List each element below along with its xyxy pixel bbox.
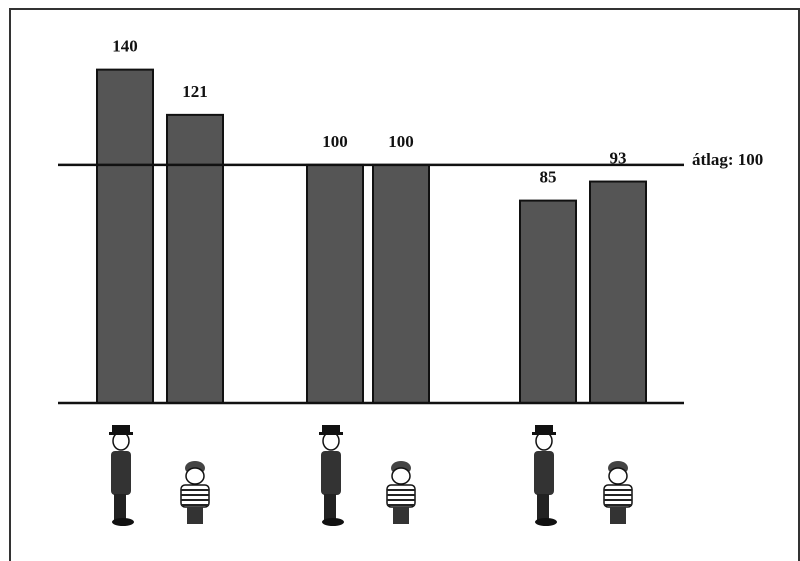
brim — [319, 432, 343, 435]
shoes — [535, 518, 557, 526]
frame — [9, 8, 800, 561]
adult-icon — [109, 425, 134, 526]
legs — [114, 494, 126, 520]
brim — [109, 432, 133, 435]
value-label: 100 — [322, 132, 348, 151]
child-icon — [180, 461, 210, 524]
head — [391, 467, 411, 485]
value-label: 100 — [388, 132, 414, 151]
legs — [187, 507, 203, 524]
legs — [324, 494, 336, 520]
brim — [532, 432, 556, 435]
adult-icon — [532, 425, 557, 526]
legs — [393, 507, 409, 524]
hat — [535, 425, 553, 433]
value-label: 140 — [112, 37, 138, 56]
head — [185, 467, 205, 485]
bar — [306, 163, 364, 404]
hat — [322, 425, 340, 433]
bar — [372, 163, 430, 404]
legs — [610, 507, 626, 524]
bar — [589, 180, 647, 404]
child-icon — [603, 461, 633, 524]
bar — [96, 68, 154, 404]
coat — [111, 451, 131, 495]
value-label: 121 — [182, 82, 208, 101]
legs — [537, 494, 549, 520]
shoes — [322, 518, 344, 526]
value-label: 93 — [610, 148, 627, 167]
head — [608, 467, 628, 485]
reference-label: átlag: 100 — [692, 150, 763, 169]
shoes — [112, 518, 134, 526]
value-label: 85 — [540, 168, 557, 187]
child-icon — [386, 461, 416, 524]
coat — [534, 451, 554, 495]
bar — [166, 113, 224, 405]
adult-icon — [319, 425, 344, 526]
hat — [112, 425, 130, 433]
bar — [519, 199, 577, 404]
coat — [321, 451, 341, 495]
